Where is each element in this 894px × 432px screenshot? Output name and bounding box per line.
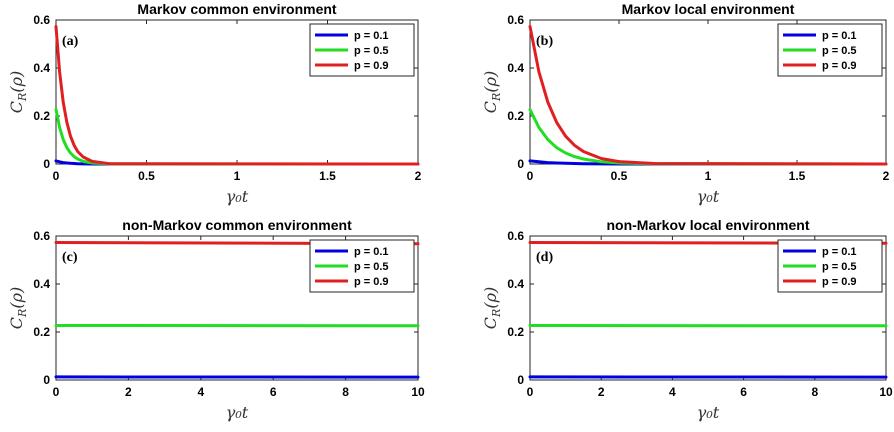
legend-entry: p = 0.9 xyxy=(822,60,857,72)
y-tick-label: 0.4 xyxy=(507,277,524,291)
legend: p = 0.1 p = 0.5 p = 0.9 xyxy=(309,239,415,293)
y-tick-label: 0.6 xyxy=(507,13,524,27)
x-tick-label: 0 xyxy=(53,169,60,183)
y-tick-label: 0.6 xyxy=(33,229,50,243)
x-tick-label: 1.5 xyxy=(789,169,806,183)
x-tick-label: 8 xyxy=(811,385,818,399)
x-tick-label: 0 xyxy=(527,385,534,399)
x-tick-label: 8 xyxy=(342,385,349,399)
panel-tag: (d) xyxy=(536,250,553,265)
legend-entry: p = 0.1 xyxy=(354,30,389,42)
y-tick-label: 0 xyxy=(43,157,50,171)
y-tick-label: 0.2 xyxy=(507,109,524,123)
x-tick-label: 1.5 xyxy=(319,169,336,183)
chart-panel-3: 0 2 4 6 8 10 0 0.2 0.4 0.6 non-Markov common envir… xyxy=(7,217,425,422)
x-tick-label: 6 xyxy=(270,385,277,399)
legend: p = 0.1 p = 0.5 p = 0.9 xyxy=(309,23,415,77)
x-tick-label: 4 xyxy=(197,385,204,399)
legend-entry: p = 0.5 xyxy=(822,45,857,57)
y-axis-label: CR(ρ) xyxy=(481,287,503,329)
x-tick-label: 2 xyxy=(598,385,605,399)
y-tick-label: 0.2 xyxy=(33,325,50,339)
x-axis-label: γ₀t xyxy=(226,403,249,422)
chart-panel-2: 0 0.5 1 1.5 2 0 0.2 0.4 0.6 Markov local environm… xyxy=(481,1,890,206)
chart-title: Markov local environment xyxy=(622,1,795,17)
x-tick-label: 4 xyxy=(669,385,676,399)
x-tick-label: 2 xyxy=(883,169,890,183)
x-tick-label: 1 xyxy=(234,169,241,183)
y-tick-label: 0.2 xyxy=(33,109,50,123)
x-tick-label: 10 xyxy=(879,385,893,399)
legend-entry: p = 0.1 xyxy=(822,30,857,42)
legend-entry: p = 0.1 xyxy=(354,246,389,258)
legend: p = 0.1 p = 0.5 p = 0.9 xyxy=(777,23,883,77)
panel-tag: (b) xyxy=(536,34,553,49)
chart-panel-4: 0 2 4 6 8 10 0 0.2 0.4 0.6 non-Markov local enviro… xyxy=(481,217,893,422)
panel-tag: (a) xyxy=(62,34,79,49)
series-line-3 xyxy=(54,25,420,166)
y-tick-label: 0.4 xyxy=(33,277,50,291)
y-tick-label: 0.4 xyxy=(33,61,50,75)
y-axis-label: CR(ρ) xyxy=(7,287,29,329)
y-tick-label: 0.6 xyxy=(507,229,524,243)
legend-entry: p = 0.5 xyxy=(354,45,389,57)
x-tick-label: 1 xyxy=(705,169,712,183)
x-tick-label: 0.5 xyxy=(611,169,628,183)
x-tick-label: 6 xyxy=(740,385,747,399)
chart-title: Markov common environment xyxy=(137,1,336,17)
legend-entry: p = 0.1 xyxy=(822,246,857,258)
legend: p = 0.1 p = 0.5 p = 0.9 xyxy=(777,239,883,293)
chart-panel-1: 0 0.5 1 1.5 2 0 0.2 0.4 0.6 Markov common environ… xyxy=(7,1,422,206)
x-tick-label: 0 xyxy=(53,385,60,399)
legend-entry: p = 0.5 xyxy=(822,261,857,273)
y-tick-label: 0 xyxy=(517,373,524,387)
x-tick-label: 10 xyxy=(411,385,425,399)
y-tick-label: 0.2 xyxy=(507,325,524,339)
y-tick-label: 0.6 xyxy=(33,13,50,27)
series-line-3 xyxy=(528,25,888,166)
x-tick-label: 0.5 xyxy=(138,169,155,183)
chart-title: non-Markov local environment xyxy=(606,217,809,233)
x-axis-label: γ₀t xyxy=(697,403,720,422)
y-tick-label: 0 xyxy=(43,373,50,387)
x-tick-label: 2 xyxy=(125,385,132,399)
legend-entry: p = 0.9 xyxy=(354,276,389,288)
y-tick-label: 0 xyxy=(517,157,524,171)
panel-tag: (c) xyxy=(62,250,78,265)
x-tick-label: 0 xyxy=(527,169,534,183)
y-axis-label: CR(ρ) xyxy=(7,71,29,113)
x-tick-label: 2 xyxy=(415,169,422,183)
x-axis-label: γ₀t xyxy=(697,187,720,206)
y-axis-label: CR(ρ) xyxy=(481,71,503,113)
x-axis-label: γ₀t xyxy=(226,187,249,206)
legend-entry: p = 0.9 xyxy=(354,60,389,72)
chart-title: non-Markov common environment xyxy=(122,217,352,233)
y-tick-label: 0.4 xyxy=(507,61,524,75)
legend-entry: p = 0.5 xyxy=(354,261,389,273)
legend-entry: p = 0.9 xyxy=(822,276,857,288)
